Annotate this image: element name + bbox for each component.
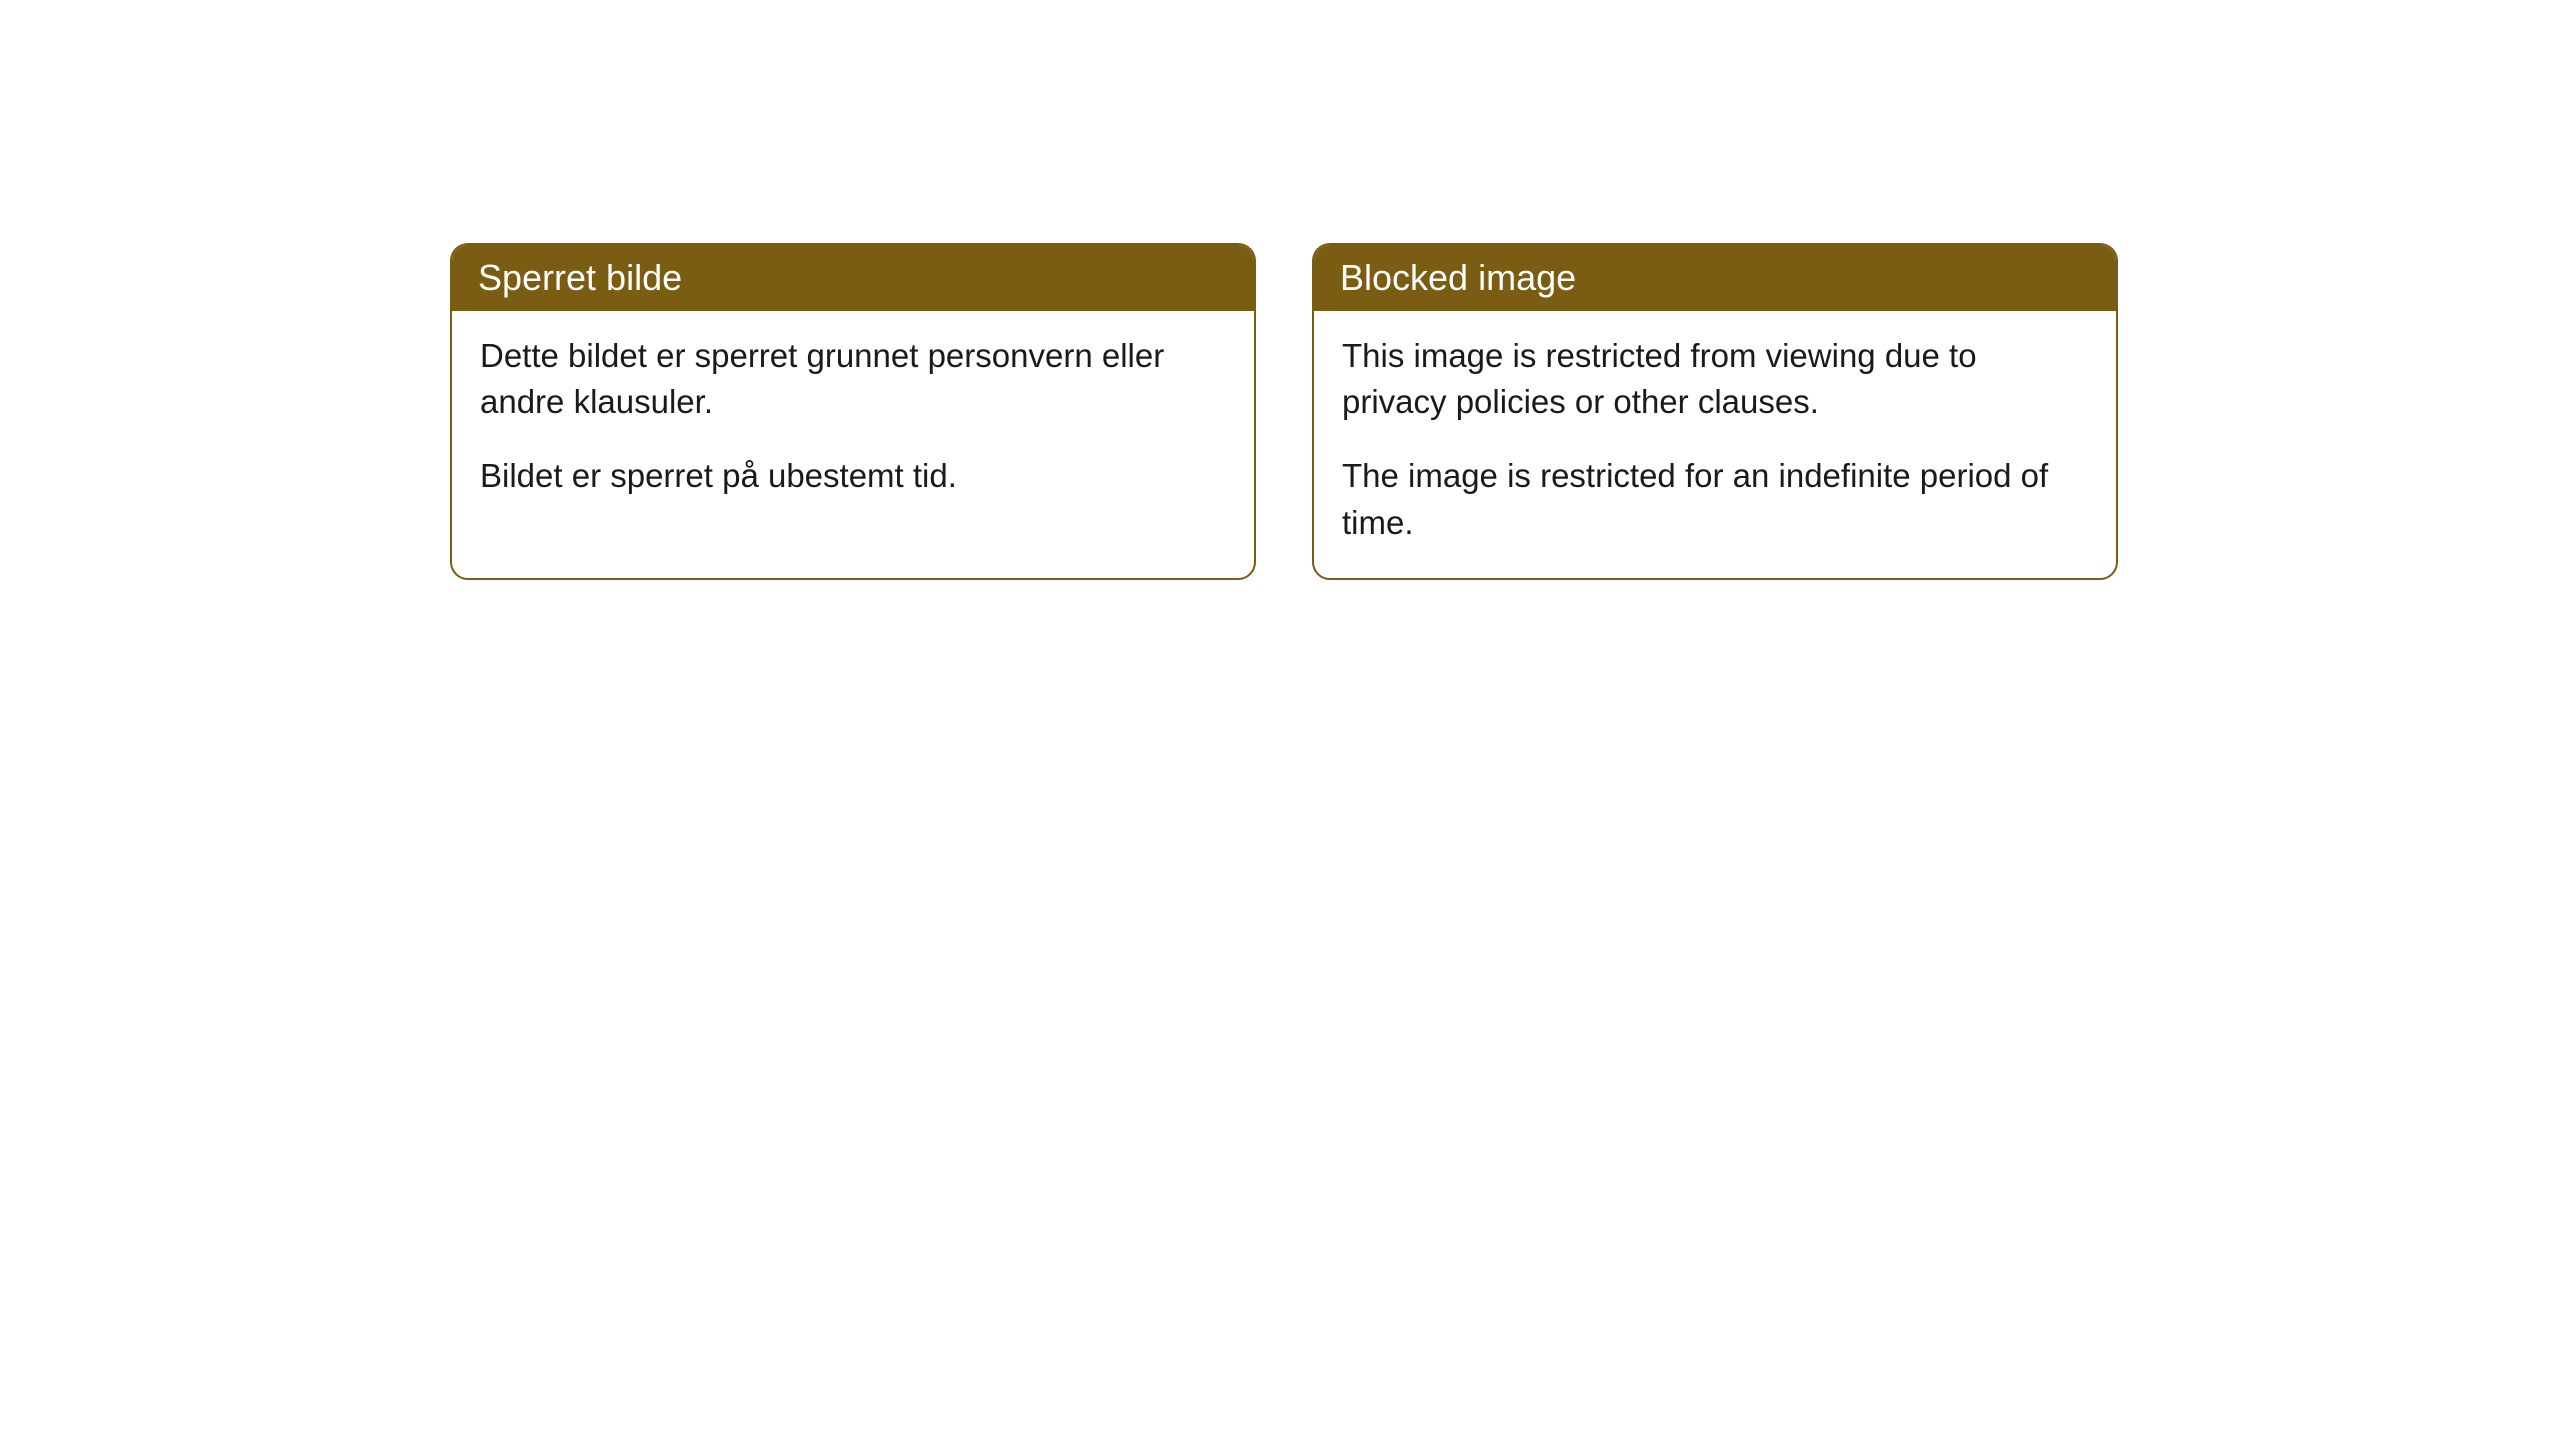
card-paragraph: Dette bildet er sperret grunnet personve… [480,333,1226,425]
notice-card-english: Blocked image This image is restricted f… [1312,243,2118,580]
card-body: Dette bildet er sperret grunnet personve… [452,311,1254,532]
card-body: This image is restricted from viewing du… [1314,311,2116,578]
card-header: Blocked image [1314,245,2116,311]
notice-card-norwegian: Sperret bilde Dette bildet er sperret gr… [450,243,1256,580]
card-header: Sperret bilde [452,245,1254,311]
card-title: Blocked image [1340,257,1576,298]
card-paragraph: The image is restricted for an indefinit… [1342,453,2088,545]
card-paragraph: This image is restricted from viewing du… [1342,333,2088,425]
card-paragraph: Bildet er sperret på ubestemt tid. [480,453,1226,499]
notice-container: Sperret bilde Dette bildet er sperret gr… [450,243,2118,580]
card-title: Sperret bilde [478,257,682,298]
